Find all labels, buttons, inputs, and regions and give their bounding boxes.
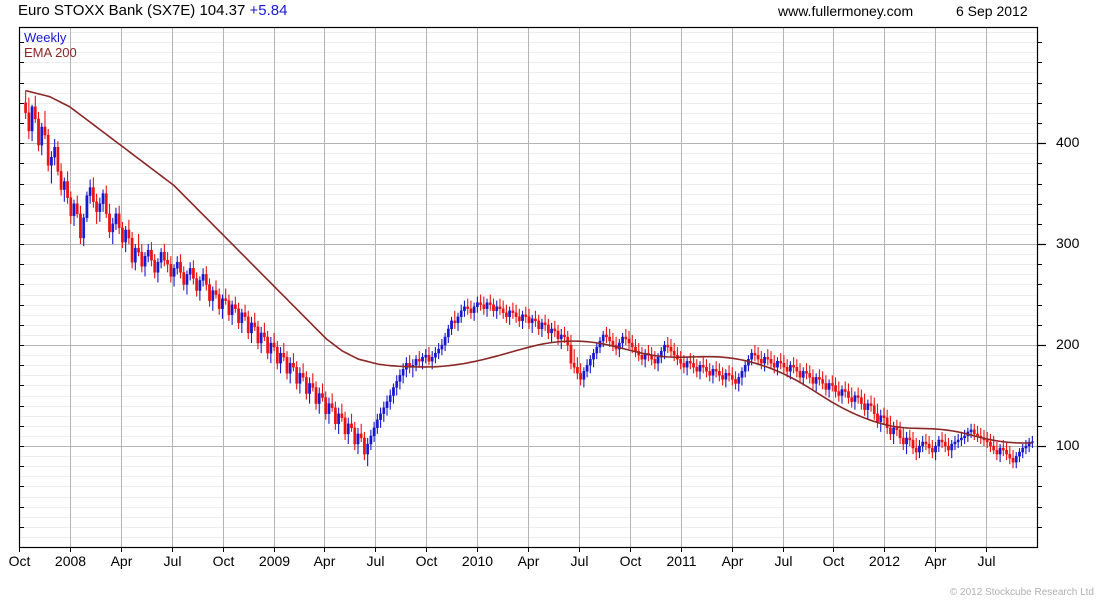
website-label: www.fullermoney.com [778, 3, 914, 19]
x-axis-tick-label: Oct [822, 553, 845, 569]
page-title: Euro STOXX Bank (SX7E) 104.37 +5.84 [18, 2, 287, 19]
x-axis-tick-label: 2011 [666, 553, 697, 569]
x-axis-tick-label: 2012 [868, 553, 901, 569]
x-axis-tick-label: Apr [721, 553, 744, 569]
x-axis-tick-label: Oct [415, 553, 438, 569]
vertical-gridlines [70, 27, 987, 547]
y-axis-tick-label: 300 [1056, 235, 1080, 252]
x-axis-tick-label: Apr [517, 553, 540, 569]
x-axis-ticks [19, 547, 987, 552]
x-axis-tick-label: Apr [924, 553, 947, 569]
x-axis-tick-label: 2010 [461, 553, 494, 569]
x-axis-tick-label: 2008 [54, 553, 87, 569]
x-axis-tick-label: Apr [313, 553, 336, 569]
x-axis-tick-label: 2009 [258, 553, 291, 569]
candlestick-series [24, 90, 1034, 469]
ema-200-line [25, 89, 1033, 444]
y-axis-tick-label: 100 [1056, 437, 1080, 454]
x-axis-tick-label: Jul [977, 553, 996, 569]
legend-interval: Weekly [24, 30, 67, 45]
x-axis-tick-label: Oct [8, 553, 31, 569]
as-of-date: 6 Sep 2012 [956, 3, 1028, 19]
y-axis-ticks [19, 42, 1046, 528]
x-axis-tick-label: Oct [212, 553, 235, 569]
instrument-title: Euro STOXX Bank (SX7E) 104.37 [18, 2, 246, 19]
x-axis-tick-label: Jul [163, 553, 182, 569]
price-change: +5.84 [249, 2, 288, 19]
x-axis-tick-label: Oct [619, 553, 642, 569]
legend-ema-200: EMA 200 [24, 45, 77, 60]
x-axis-tick-label: Jul [570, 553, 589, 569]
y-axis-tick-label: 200 [1056, 336, 1080, 353]
x-axis-tick-label: Jul [366, 553, 385, 569]
x-axis-tick-label: Apr [110, 553, 133, 569]
copyright-notice: © 2012 Stockcube Research Ltd [949, 587, 1094, 598]
y-axis-tick-label: 400 [1056, 134, 1080, 151]
x-axis-tick-label: Jul [774, 553, 793, 569]
